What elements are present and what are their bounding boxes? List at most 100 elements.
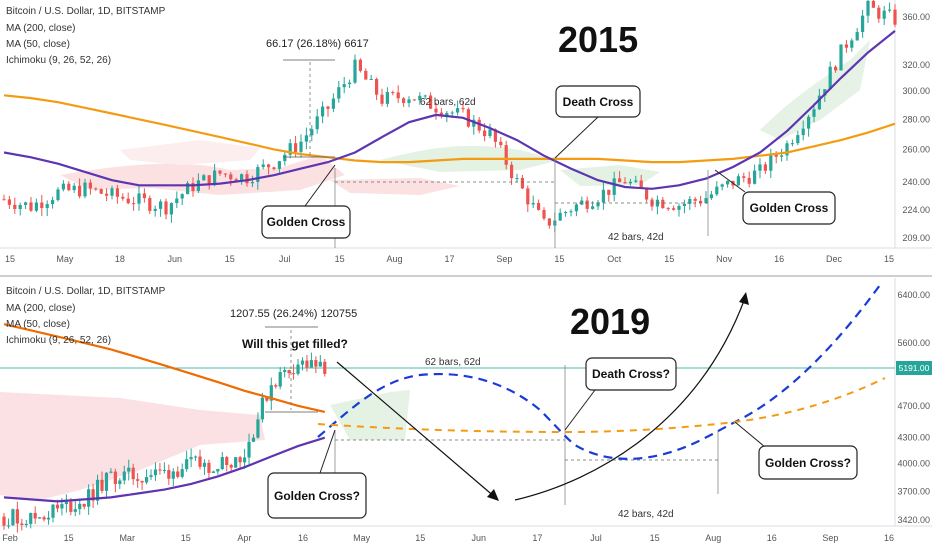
projected-ma200-2019: [317, 377, 886, 434]
candle-body: [45, 204, 49, 209]
y-tick-label: 224.00: [902, 205, 930, 215]
candle-body: [24, 523, 28, 525]
candle-body: [40, 202, 44, 209]
candle-body: [158, 469, 162, 471]
candle-body: [267, 164, 271, 168]
x-tick-label: 15: [64, 533, 74, 543]
candle-body: [601, 189, 605, 203]
callout-golden-cross-2019b: Golden Cross?: [734, 421, 858, 480]
candle-body: [20, 523, 24, 525]
series-line-ma-200-close-: [3, 94, 896, 164]
candle-body: [95, 479, 100, 501]
y-tick-label: 240.00: [902, 177, 930, 187]
candle-body: [623, 182, 627, 184]
candle-body: [229, 174, 233, 180]
legend-2015-ichimoku: Ichimoku (9, 26, 52, 26): [6, 55, 111, 66]
x-tick-label: Aug: [705, 533, 721, 543]
candle-body: [207, 175, 211, 186]
candle-body: [807, 116, 811, 129]
x-tick-label: 15: [650, 533, 660, 543]
candles-2019: [2, 352, 327, 533]
candle-body: [149, 475, 153, 478]
x-tick-label: Aug: [387, 254, 403, 264]
candle-body: [758, 164, 762, 171]
candle-body: [223, 173, 227, 175]
candle-body: [375, 78, 379, 95]
candle-body: [574, 204, 578, 212]
candle-body: [256, 419, 260, 438]
callout-golden-cross-2015b: Golden Cross: [714, 169, 836, 225]
x-tick-label: Jul: [590, 533, 602, 543]
candle-body: [274, 385, 278, 387]
candle-body: [877, 7, 881, 19]
candle-body: [780, 155, 784, 157]
candle-body: [164, 201, 168, 215]
candle-body: [46, 517, 51, 520]
candle-body: [283, 370, 287, 373]
candle-body: [531, 202, 535, 205]
candle-body: [542, 209, 546, 219]
candle-body: [294, 143, 298, 152]
y-tick-label: 3700.00: [897, 487, 930, 497]
candle-body: [564, 212, 568, 214]
candle-body: [769, 154, 773, 171]
y-tick-label: 4300.00: [897, 433, 930, 443]
candle-body: [385, 92, 389, 104]
candle-body: [704, 198, 708, 203]
candle-body: [812, 109, 816, 117]
candle-body: [100, 479, 104, 491]
candle-body: [202, 462, 207, 467]
candle-body: [78, 185, 82, 197]
candle-body: [888, 9, 892, 11]
candle-body: [844, 44, 848, 48]
candle-body: [261, 164, 265, 168]
candle-body: [423, 95, 427, 97]
candle-body: [412, 99, 416, 101]
candle-body: [175, 198, 179, 204]
candle-body: [763, 164, 767, 171]
candle-body: [283, 154, 287, 162]
candle-body: [191, 183, 195, 191]
candle-body: [251, 437, 256, 442]
candle-body: [272, 167, 276, 169]
candle-body: [193, 456, 198, 458]
ichimoku-cloud-bottom: [0, 390, 410, 500]
candle-body: [504, 145, 508, 165]
bars-measure-2019: 62 bars, 62d 42 bars, 42d: [334, 357, 719, 520]
candle-body: [256, 167, 260, 182]
candle-body: [753, 170, 757, 184]
candle-body: [91, 489, 95, 501]
candle-body: [72, 185, 76, 191]
candle-body: [321, 106, 325, 117]
candle-body: [121, 196, 125, 199]
candle-body: [131, 467, 135, 480]
legend-2015: Bitcoin / U.S. Dollar, 1D, BITSTAMP MA (…: [6, 6, 166, 66]
last-price-tag: 5191.00: [896, 361, 932, 375]
legend-2015-symbol: Bitcoin / U.S. Dollar, 1D, BITSTAMP: [6, 6, 166, 17]
callout-label-2015a: Golden Cross: [267, 215, 346, 229]
y-tick-label: 320.00: [902, 60, 930, 70]
candle-body: [526, 188, 530, 205]
candle-body: [466, 109, 470, 127]
candle-body: [855, 32, 859, 41]
candle-body: [515, 177, 519, 179]
x-tick-label: Jun: [168, 254, 183, 264]
candle-body: [113, 471, 117, 485]
candle-body: [304, 135, 308, 142]
candle-body: [348, 82, 352, 85]
callout-death-cross-2019: Death Cross?: [564, 357, 677, 431]
candle-body: [126, 198, 130, 204]
candle-body: [29, 512, 33, 524]
x-tick-label: 17: [444, 254, 454, 264]
candle-body: [82, 503, 86, 507]
candle-body: [618, 178, 622, 183]
candle-body: [709, 194, 713, 199]
candle-body: [396, 92, 400, 99]
legend-2019-ma200: MA (200, close): [6, 303, 75, 314]
candle-body: [99, 189, 103, 194]
candle-body: [861, 15, 865, 33]
candle-body: [434, 108, 438, 113]
candle-body: [380, 94, 384, 104]
candle-body: [189, 457, 193, 460]
